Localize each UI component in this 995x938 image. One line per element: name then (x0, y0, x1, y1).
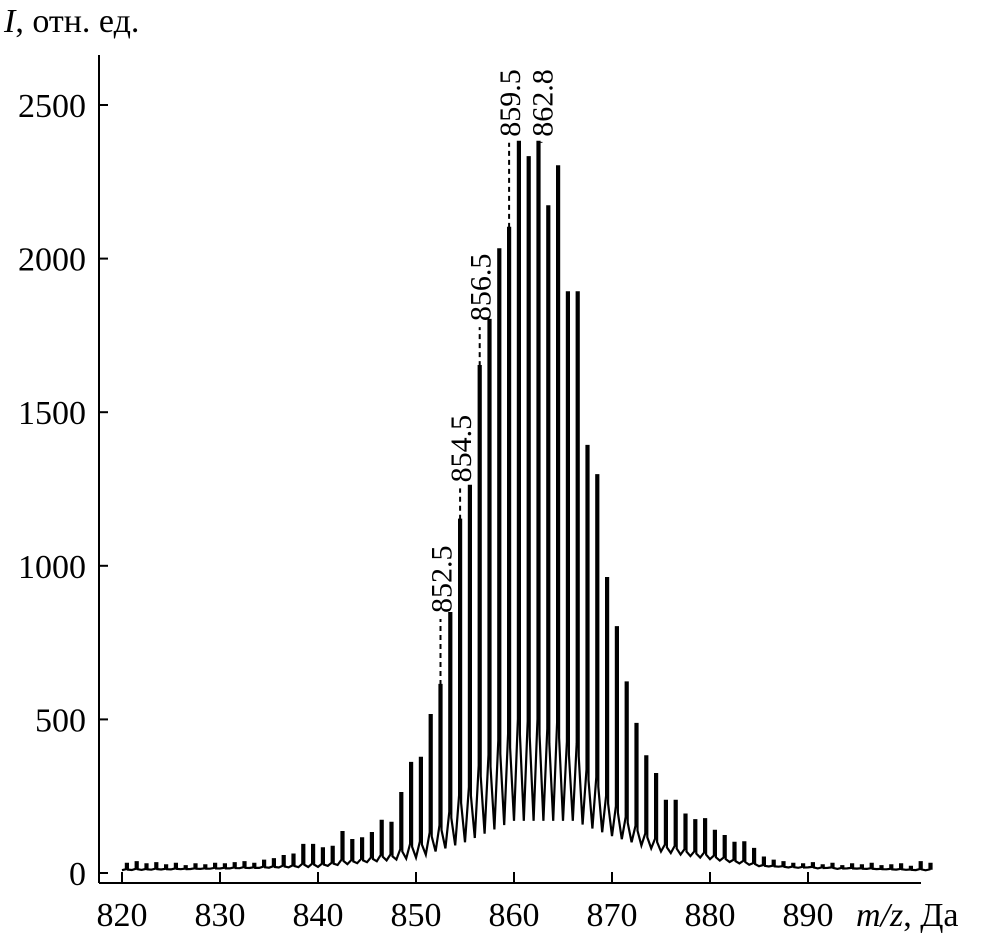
y-tick-label: 1500 (18, 395, 86, 432)
x-tick-label: 890 (783, 897, 834, 934)
peak-label: 856.5 (465, 254, 498, 322)
y-axis-title: I, отн. ед. (3, 3, 139, 40)
y-tick-label: 0 (69, 856, 86, 893)
x-tick-label: 840 (293, 897, 344, 934)
x-tick-label: 870 (587, 897, 638, 934)
y-tick-label: 500 (35, 702, 86, 739)
y-tick-label: 1000 (18, 549, 86, 586)
x-tick-label: 880 (685, 897, 736, 934)
x-tick-label: 820 (97, 897, 148, 934)
x-tick-label: 830 (195, 897, 246, 934)
x-axis-title: m/z, Да (856, 897, 959, 934)
spectrum-trace (121, 140, 933, 872)
peak-label: 852.5 (426, 545, 459, 613)
y-ticks: 0 500 1000 1500 2000 2500 (18, 88, 108, 893)
x-tick-label: 860 (489, 897, 540, 934)
y-tick-label: 2500 (18, 88, 86, 125)
x-ticks: 820 830 840 850 860 870 880 890 (97, 872, 834, 934)
peak-label: 854.5 (445, 415, 478, 482)
x-tick-label: 850 (391, 897, 442, 934)
peak-label: 859.5 (494, 69, 527, 137)
y-tick-label: 2000 (18, 242, 86, 279)
peak-annotations: 852.5 854.5 856.5 859.5 862.8 (426, 69, 559, 685)
peak-label: 862.8 (526, 69, 559, 137)
spectrum-line (121, 140, 933, 872)
